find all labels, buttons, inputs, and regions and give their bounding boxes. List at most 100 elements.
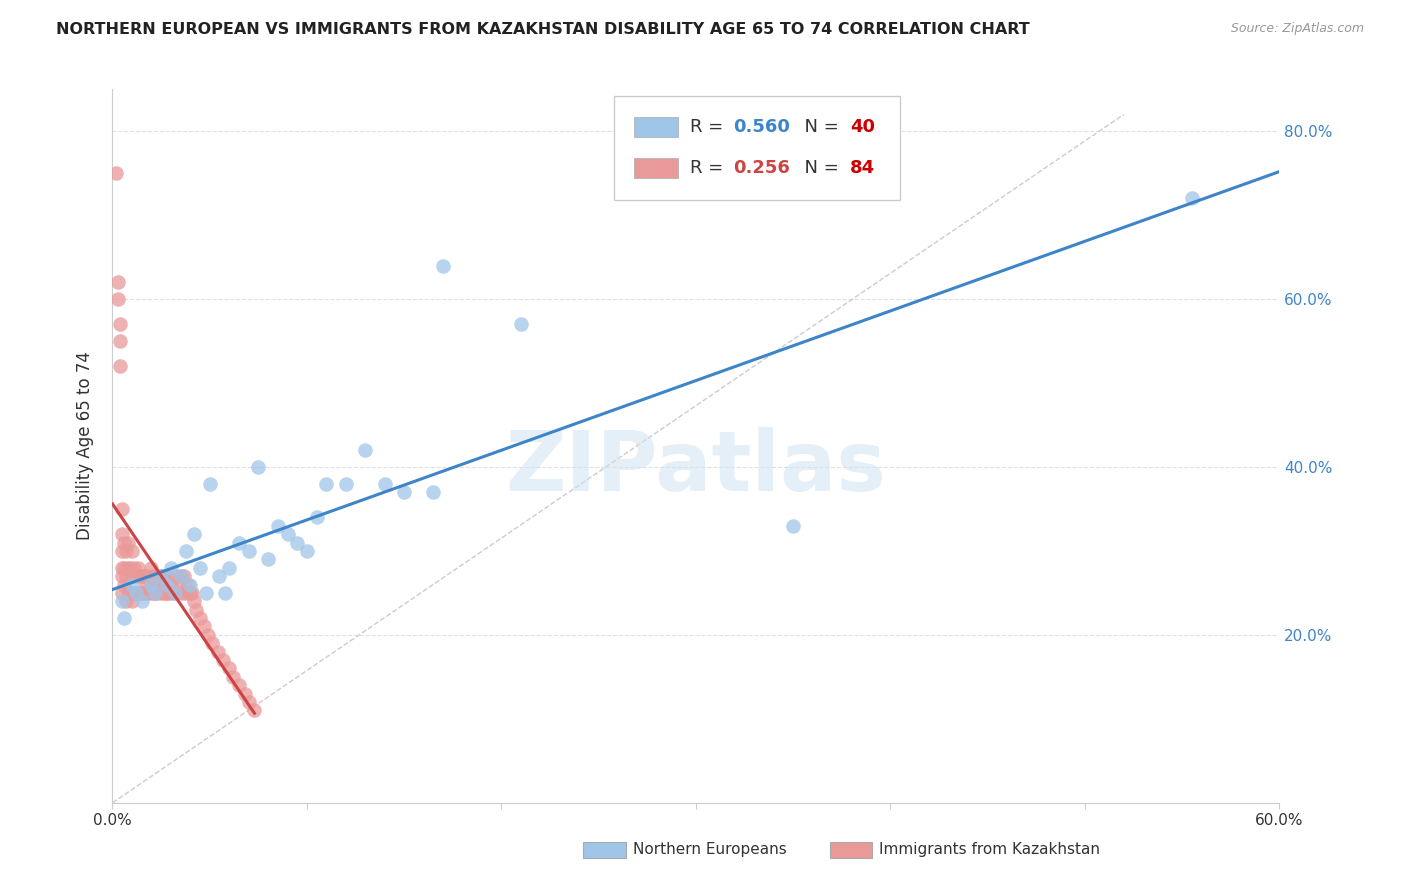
Point	[193, 619, 215, 633]
Text: R =: R =	[690, 118, 730, 136]
Point	[117, 560, 139, 574]
Point	[141, 577, 163, 591]
Point	[111, 594, 134, 608]
Point	[131, 594, 153, 608]
Text: ZIPatlas: ZIPatlas	[506, 427, 886, 508]
Point	[160, 577, 183, 591]
Point	[166, 586, 188, 600]
Point	[110, 334, 132, 348]
Text: Immigrants from Kazakhstan: Immigrants from Kazakhstan	[879, 842, 1099, 856]
Point	[107, 275, 129, 289]
Point	[111, 502, 134, 516]
Point	[163, 586, 186, 600]
Point	[153, 586, 176, 600]
Point	[135, 577, 157, 591]
Point	[152, 569, 174, 583]
Point	[194, 586, 217, 600]
Point	[243, 703, 266, 717]
Point	[169, 569, 191, 583]
Point	[184, 603, 207, 617]
Point	[156, 577, 179, 591]
Point	[176, 586, 198, 600]
Point	[111, 586, 134, 600]
Text: 40: 40	[851, 118, 875, 136]
Text: R =: R =	[690, 159, 730, 177]
Point	[142, 586, 165, 600]
Point	[172, 586, 194, 600]
Point	[136, 586, 159, 600]
Text: Northern Europeans: Northern Europeans	[633, 842, 786, 856]
Point	[267, 518, 290, 533]
Text: N =: N =	[793, 159, 845, 177]
Point	[432, 259, 454, 273]
Y-axis label: Disability Age 65 to 74: Disability Age 65 to 74	[76, 351, 94, 541]
Point	[188, 611, 211, 625]
Point	[295, 544, 318, 558]
Point	[132, 586, 155, 600]
Point	[125, 586, 148, 600]
Point	[143, 586, 166, 600]
Point	[156, 586, 179, 600]
Point	[115, 594, 138, 608]
Point	[136, 569, 159, 583]
Point	[112, 560, 135, 574]
Point	[111, 569, 134, 583]
Point	[179, 586, 201, 600]
Text: 0.256: 0.256	[734, 159, 790, 177]
Point	[150, 569, 173, 583]
Text: Source: ZipAtlas.com: Source: ZipAtlas.com	[1230, 22, 1364, 36]
Point	[179, 577, 201, 591]
Point	[143, 586, 166, 600]
Point	[111, 544, 134, 558]
Point	[131, 569, 153, 583]
Point	[115, 544, 138, 558]
Point	[148, 586, 170, 600]
Point	[167, 577, 190, 591]
Point	[118, 586, 141, 600]
Point	[214, 586, 236, 600]
Point	[152, 586, 174, 600]
Bar	[634, 117, 679, 137]
Point	[782, 518, 804, 533]
Point	[122, 586, 145, 600]
Point	[122, 560, 145, 574]
Point	[162, 586, 184, 600]
Point	[177, 577, 200, 591]
Point	[197, 628, 219, 642]
Point	[141, 577, 163, 591]
Point	[285, 535, 308, 549]
Point	[115, 569, 138, 583]
Point	[150, 569, 173, 583]
Point	[111, 527, 134, 541]
Point	[335, 476, 357, 491]
Point	[392, 485, 416, 500]
Point	[208, 569, 231, 583]
Point	[141, 560, 163, 574]
Point	[169, 569, 191, 583]
Point	[157, 586, 180, 600]
Point	[188, 560, 211, 574]
Point	[117, 535, 139, 549]
Point	[1181, 191, 1204, 205]
Point	[112, 611, 135, 625]
Point	[207, 645, 229, 659]
Point	[150, 577, 173, 591]
Point	[121, 594, 143, 608]
Point	[121, 569, 143, 583]
Point	[118, 560, 141, 574]
Point	[183, 594, 205, 608]
Point	[128, 569, 150, 583]
Point	[233, 687, 256, 701]
Point	[222, 670, 245, 684]
Point	[121, 577, 143, 591]
Point	[127, 560, 149, 574]
Bar	[634, 158, 679, 178]
Point	[125, 569, 148, 583]
Text: N =: N =	[793, 118, 845, 136]
Point	[228, 678, 250, 692]
Point	[156, 569, 179, 583]
Point	[422, 485, 444, 500]
Point	[212, 653, 235, 667]
Point	[198, 476, 221, 491]
Text: 84: 84	[851, 159, 875, 177]
